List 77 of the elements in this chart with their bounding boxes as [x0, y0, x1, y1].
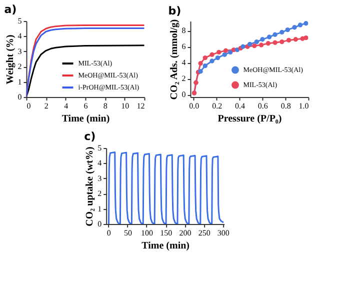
y-axis-title: CO₂ uptake (wt%) [84, 146, 96, 226]
x-tick-label: 0.8 [280, 102, 291, 110]
x-tick-label: 4 [64, 102, 68, 110]
point [292, 25, 297, 30]
x-axis-title: Pressure (P/P₀) [218, 114, 282, 124]
y-tick-label: 2 [18, 62, 22, 72]
x-tick-label: 0 [106, 228, 111, 238]
point [286, 38, 292, 43]
y-tick-label: 6 [182, 42, 186, 52]
point [202, 55, 208, 60]
point [254, 39, 260, 44]
point [210, 52, 214, 57]
x-tick-label: 300 [217, 228, 230, 238]
y-tick-label: 4 [182, 58, 186, 68]
x-tick-label: 6 [84, 102, 88, 110]
y-tick-label: 2 [98, 189, 102, 198]
y-tick-label: 3 [98, 174, 102, 183]
point [272, 40, 278, 45]
y-tick-label: 1 [98, 204, 102, 214]
point [293, 37, 298, 42]
y-tick-label: 0 [98, 220, 102, 228]
x-tick-label: 200 [179, 228, 192, 238]
y-tick-label: 4 [98, 158, 102, 168]
y-axis-title: CO₂ Ads. (mmol/g) [168, 19, 180, 100]
y-tick-label: 2 [182, 74, 186, 84]
point [266, 34, 272, 40]
point [280, 30, 284, 35]
point [247, 42, 252, 47]
point [285, 27, 290, 32]
x-tick-label: 50 [124, 228, 132, 238]
x-tick-label: 250 [198, 228, 210, 238]
x-tick-label: 150 [160, 228, 172, 238]
point [228, 50, 233, 55]
y-tick-label: 8 [182, 26, 186, 36]
y-tick-label: 1 [18, 77, 22, 86]
point [198, 69, 203, 74]
y-tick-label: 5 [18, 16, 22, 26]
point [260, 37, 265, 42]
y-tick-label: 5 [98, 144, 102, 152]
point [234, 47, 240, 52]
x-tick-label: 1.0 [298, 102, 309, 110]
point [215, 55, 220, 60]
point [266, 41, 270, 46]
y-axis-title: Weight (%) [4, 34, 16, 84]
x-tick-label: 0.4 [235, 102, 246, 110]
point [298, 22, 303, 28]
x-axis-title: Time (min) [62, 114, 110, 124]
y-tick-label: 0 [18, 92, 22, 102]
x-tick-label: 0 [26, 102, 31, 110]
point [252, 43, 257, 48]
x-axis-title: Time (min) [142, 240, 190, 252]
point [258, 42, 264, 48]
y-tick-label: 0 [182, 90, 186, 100]
chart-title: c) [84, 130, 96, 143]
x-tick-label: 12 [136, 102, 145, 110]
point [222, 52, 227, 57]
y-tick-label: 4 [18, 32, 22, 41]
x-tick-label: 2 [44, 102, 48, 110]
x-tick-label: 8 [103, 102, 108, 110]
point [280, 39, 284, 44]
point [202, 63, 208, 68]
point [198, 61, 203, 66]
chart-title: a) [4, 3, 17, 16]
point [210, 58, 214, 64]
point [223, 48, 228, 53]
point [240, 44, 246, 49]
x-tick-label: 10 [121, 102, 130, 110]
y-tick-label: 3 [18, 46, 22, 56]
point [272, 32, 278, 37]
x-tick-label: 100 [141, 228, 154, 238]
x-tick-label: 0.6 [258, 102, 268, 110]
x-tick-label: 0.0 [189, 102, 200, 110]
point [216, 50, 222, 55]
chart-title: b) [168, 4, 182, 18]
point [304, 21, 308, 26]
point [304, 35, 308, 40]
x-tick-label: 0.2 [212, 102, 222, 110]
